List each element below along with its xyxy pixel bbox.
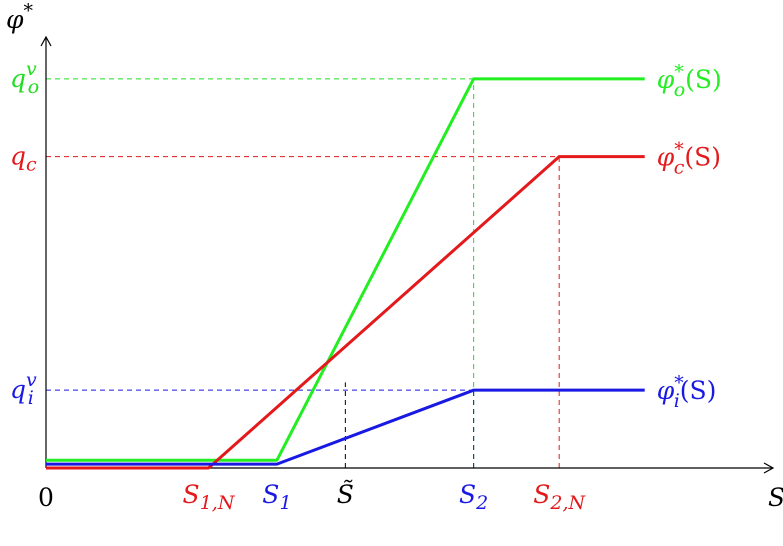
series-lines (46, 77, 645, 470)
y-tick-qov: qv o (10, 58, 39, 98)
series-line-phi-o (46, 77, 645, 462)
axes (40, 35, 775, 474)
x-axis-label: S (768, 483, 783, 512)
y-axis-label: φ* (6, 0, 34, 34)
x-axis-arrow-icon (763, 462, 775, 474)
series-labels: φ* o(S) φ* c(S) φ* i(S) (657, 61, 722, 412)
series-line-phi-i (46, 388, 645, 466)
origin-label: 0 (38, 483, 54, 512)
y-tick-qc: qc (10, 142, 37, 176)
series-label-phi-i: φ* i(S) (657, 372, 717, 412)
x-tick-s2: S2 (459, 480, 488, 514)
y-axis-arrow-icon (40, 35, 52, 47)
x-tick-s1n: S1,N (183, 480, 236, 514)
x-tick-s2n: S2,N (533, 480, 586, 514)
guide-lines (46, 78, 560, 468)
series-label-phi-o: φ* o(S) (657, 61, 722, 101)
x-tick-labels: S1,N S1 S̃ S2 S2,N (183, 480, 587, 514)
series-line-phi-c (46, 155, 645, 470)
y-tick-qiv: qv i (10, 369, 37, 409)
labels: φ* S 0 (6, 0, 783, 512)
series-label-phi-c: φ* c(S) (657, 139, 721, 179)
y-tick-labels: qv o qc qv i (10, 58, 39, 409)
x-tick-s1: S1 (262, 480, 291, 514)
x-tick-stilde: S̃ (337, 480, 354, 509)
